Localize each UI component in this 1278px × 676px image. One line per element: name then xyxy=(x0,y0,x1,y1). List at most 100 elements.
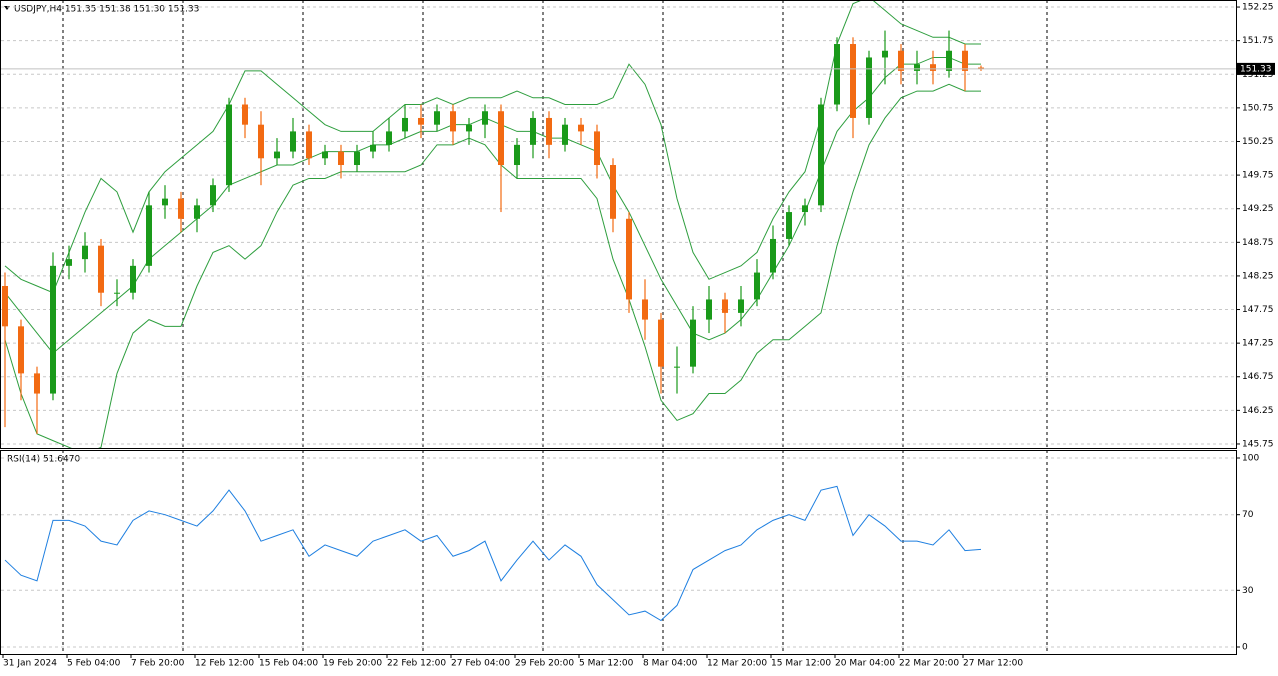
x-tick-label: 15 Feb 04:00 xyxy=(259,659,318,669)
x-tick-label: 5 Mar 12:00 xyxy=(579,659,634,669)
candle-body xyxy=(690,319,696,367)
candle-body xyxy=(946,50,952,71)
candle-body xyxy=(898,50,904,71)
x-tick-label: 22 Mar 20:00 xyxy=(899,659,959,669)
candle-body xyxy=(754,272,760,300)
candle-body xyxy=(130,265,136,293)
y-tick-label: 148.75 xyxy=(1242,238,1274,248)
candle-body xyxy=(674,366,680,368)
y-tick-label: 147.75 xyxy=(1242,305,1274,315)
last-price-label: 151.33 xyxy=(1240,64,1272,74)
candle-body xyxy=(114,292,120,294)
x-tick-label: 12 Feb 12:00 xyxy=(195,659,254,669)
candle-body xyxy=(194,205,200,219)
x-tick-label: 27 Feb 04:00 xyxy=(451,659,510,669)
candle-body xyxy=(354,151,360,166)
candle-body xyxy=(818,104,824,206)
y-tick-label: 152.25 xyxy=(1242,3,1274,13)
candle-body xyxy=(914,64,920,71)
candle-body xyxy=(498,111,504,166)
y-tick-label: 0 xyxy=(1242,643,1248,653)
candle-body xyxy=(242,104,248,125)
rsi-panel xyxy=(0,450,1237,655)
price-plot xyxy=(1,1,1236,448)
band-lower xyxy=(4,83,981,448)
rsi-plot xyxy=(1,457,1236,648)
last-price-tag xyxy=(1237,62,1275,75)
y-tick-label: 146.75 xyxy=(1242,372,1274,382)
x-tick-label: 15 Mar 12:00 xyxy=(771,659,831,669)
candle-body xyxy=(594,131,600,166)
candle-body xyxy=(466,124,472,132)
x-tick-label: 31 Jan 2024 xyxy=(3,659,57,669)
candle-body xyxy=(562,124,568,145)
y-tick-label: 149.75 xyxy=(1242,171,1274,181)
y-tick-label: 149.25 xyxy=(1242,204,1274,214)
x-tick-label: 22 Feb 12:00 xyxy=(387,659,446,669)
y-tick-label: 150.75 xyxy=(1242,103,1274,113)
rsi-line xyxy=(4,485,982,622)
candle-body xyxy=(146,205,152,266)
y-tick-label: 150.25 xyxy=(1242,137,1274,147)
x-tick-label: 27 Mar 12:00 xyxy=(963,659,1023,669)
candle-body xyxy=(418,117,424,125)
candle-body xyxy=(82,245,88,260)
rsi-title: RSI(14) 51.6470 xyxy=(7,455,80,465)
candle-body xyxy=(610,165,616,219)
candle-body xyxy=(210,185,216,206)
candle-body xyxy=(178,198,184,219)
candle-body xyxy=(258,124,264,159)
x-tick-label: 8 Mar 04:00 xyxy=(643,659,698,669)
candle-body xyxy=(658,319,664,367)
y-tick-label: 151.75 xyxy=(1242,36,1274,46)
candle-body xyxy=(274,151,280,159)
candle-body xyxy=(50,265,56,394)
candle-body xyxy=(98,245,104,293)
x-tick-label: 7 Feb 20:00 xyxy=(131,659,185,669)
candle-body xyxy=(738,299,744,313)
x-tick-label: 20 Mar 04:00 xyxy=(835,659,895,669)
x-tick-label: 29 Feb 20:00 xyxy=(515,659,574,669)
candle-body xyxy=(834,44,840,105)
candle-body xyxy=(290,131,296,152)
candle-body xyxy=(770,238,776,273)
candle-body xyxy=(786,212,792,239)
period-separators xyxy=(62,0,1048,654)
y-tick-label: 148.25 xyxy=(1242,271,1274,281)
candle-body xyxy=(530,117,536,145)
main-panel xyxy=(0,0,1237,449)
candle-body xyxy=(514,144,520,166)
x-tick-label: 12 Mar 20:00 xyxy=(707,659,767,669)
candle-body xyxy=(402,117,408,132)
candle-body xyxy=(850,44,856,118)
candle-body xyxy=(578,124,584,132)
y-tick-label: 147.25 xyxy=(1242,339,1274,349)
candle-body xyxy=(66,259,72,266)
y-tick-label: 30 xyxy=(1242,586,1254,596)
candle-body xyxy=(802,205,808,213)
y-tick-label: 100 xyxy=(1242,453,1259,463)
candle-body xyxy=(962,50,968,71)
chart-title: USDJPY,H4 151.35 151.38 151.30 151.33 xyxy=(14,5,199,15)
candle-body xyxy=(626,218,632,300)
candle-body xyxy=(2,286,8,327)
candle-body xyxy=(434,111,440,125)
candle-body xyxy=(722,299,728,313)
candle-body xyxy=(34,373,40,394)
candle-body xyxy=(18,326,24,374)
candle-body xyxy=(338,151,344,166)
candle-body xyxy=(930,64,936,71)
x-tick-label: 19 Feb 20:00 xyxy=(323,659,382,669)
candle-body xyxy=(546,117,552,145)
candle-body xyxy=(866,57,872,118)
candle-body xyxy=(642,299,648,320)
candle-body xyxy=(226,104,232,186)
y-tick-label: 145.75 xyxy=(1242,439,1274,449)
candle-body xyxy=(482,111,488,125)
candle-body xyxy=(978,67,984,69)
candle-body xyxy=(706,299,712,320)
candle-body xyxy=(386,131,392,145)
candle-body xyxy=(306,131,312,159)
